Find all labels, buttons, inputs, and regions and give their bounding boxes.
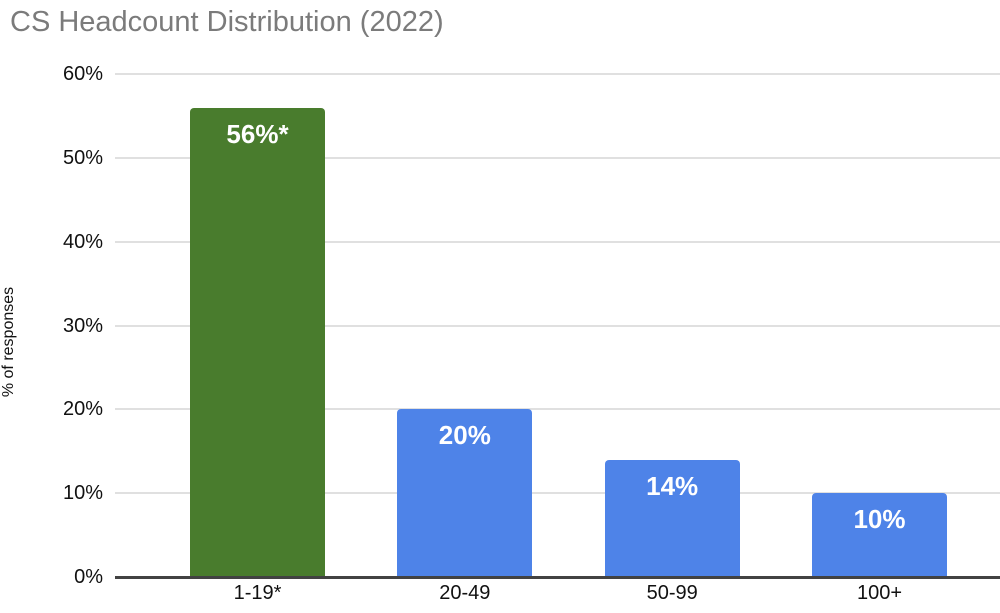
y-tick-label-40pct: 40% (62, 230, 103, 253)
y-tick-label-30pct: 30% (62, 314, 103, 337)
bar-50-99: 14% (604, 459, 740, 577)
x-tick-label-1-19: 1-19* (233, 582, 282, 604)
gridline-30pct (115, 324, 1000, 327)
bar-value-label-1-19: 56%* (226, 118, 289, 149)
bar-value-label-100: 10% (853, 504, 906, 535)
chart-title: CS Headcount Distribution (2022) (10, 6, 444, 38)
y-tick-label-0pct: 0% (74, 566, 103, 588)
gridline-20pct (115, 408, 1000, 411)
y-tick-label-50pct: 50% (62, 146, 103, 169)
bar-20-49: 20% (397, 409, 533, 577)
gridline-50pct (115, 156, 1000, 159)
x-axis-line (115, 575, 1000, 579)
bar-1-19: 56%* (190, 107, 325, 577)
y-tick-label-20pct: 20% (62, 398, 103, 421)
y-tick-label-10pct: 10% (62, 482, 103, 505)
y-tick-label-60pct: 60% (62, 63, 103, 85)
gridline-10pct (115, 492, 1000, 495)
bar-value-label-50-99: 14% (646, 470, 699, 501)
x-tick-label-50-99: 50-99 (646, 582, 698, 604)
gridline-40pct (115, 240, 1000, 243)
x-tick-label-20-49: 20-49 (439, 582, 491, 604)
gridline-60pct (115, 73, 1000, 75)
x-tick-label-100: 100+ (856, 582, 903, 604)
bar-100: 10% (811, 493, 947, 577)
bar-value-label-20-49: 20% (438, 420, 491, 451)
